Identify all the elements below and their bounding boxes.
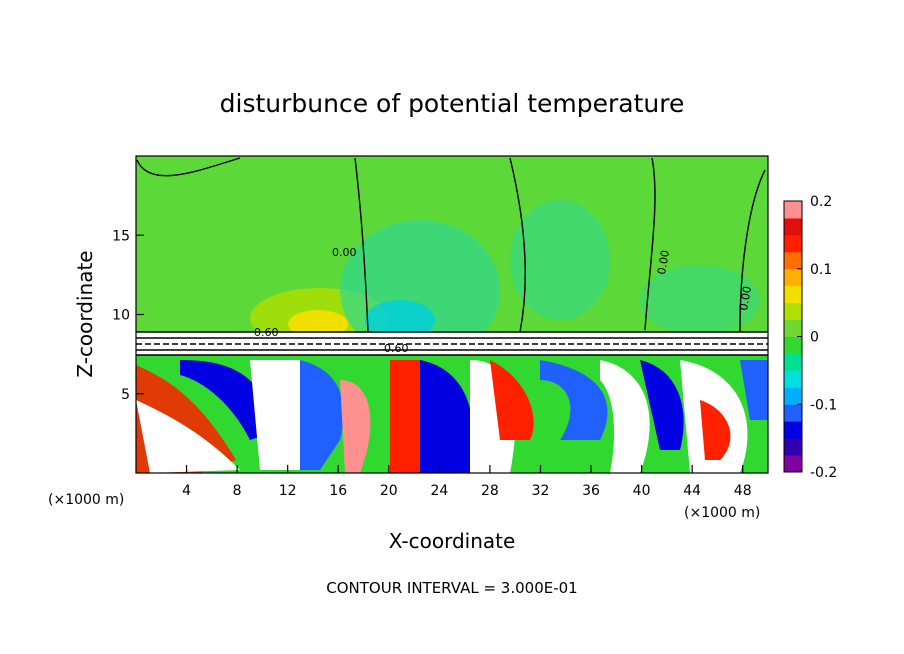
x-tick-label: 16 xyxy=(329,483,347,499)
eddy xyxy=(390,360,420,473)
eddy xyxy=(640,360,684,450)
colorbar-swatch xyxy=(784,421,802,439)
contour-labels: 0.00 0.60 0.60 0.00 0.00 xyxy=(254,246,754,355)
x-tick-label: 12 xyxy=(279,483,297,499)
colorbar-swatch xyxy=(784,268,802,287)
cool-blob xyxy=(510,200,610,320)
x-tick-label: 40 xyxy=(633,483,651,499)
contour-line xyxy=(136,157,241,177)
colorbar-tick-label: -0.2 xyxy=(810,465,837,481)
eddy xyxy=(740,360,768,420)
contour-line xyxy=(644,157,656,331)
contour-line xyxy=(509,157,526,333)
x-axis-ticks: 4 8 12 16 20 24 28 32 36 40 44 48 xyxy=(182,465,752,499)
x-unit-label-left: (×1000 m) xyxy=(48,492,124,508)
warm-core xyxy=(288,310,348,338)
x-tick-label: 28 xyxy=(481,483,499,499)
x-tick-label: 44 xyxy=(683,483,701,499)
colorbar-swatch xyxy=(784,201,802,219)
x-tick-label: 8 xyxy=(233,483,242,499)
contour-label: 0.00 xyxy=(737,285,754,311)
colorbar-tick-label: -0.1 xyxy=(810,397,837,413)
eddy xyxy=(136,400,240,473)
contour-lines xyxy=(136,157,768,356)
x-tick-label: 4 xyxy=(182,483,191,499)
colorbar-swatch xyxy=(784,217,802,236)
contour-line xyxy=(739,169,766,333)
colorbar-swatch xyxy=(784,251,802,270)
heatmap-field xyxy=(136,156,768,473)
eddy xyxy=(490,360,534,440)
colorbar-tick-label: 0 xyxy=(810,330,819,346)
y-tick-label: 10 xyxy=(112,308,130,324)
x-tick-label: 24 xyxy=(430,483,448,499)
x-axis-label: X-coordinate xyxy=(389,529,516,553)
colorbar-swatch xyxy=(784,404,802,422)
x-tick-label: 36 xyxy=(582,483,600,499)
eddy xyxy=(340,380,371,473)
y-tick-label: 15 xyxy=(112,228,130,244)
x-tick-label: 32 xyxy=(532,483,550,499)
colorbar-swatch xyxy=(784,455,802,473)
eddy xyxy=(540,360,608,440)
colorbar-swatch xyxy=(784,234,802,253)
y-tick-label: 5 xyxy=(121,387,130,403)
colorbar-tick-label: 0.2 xyxy=(810,194,832,210)
contour-line xyxy=(354,157,369,333)
contour-label: 0.60 xyxy=(254,326,279,339)
colorbar-swatch xyxy=(784,370,802,388)
colorbar-ticks: 0.2 0.1 0 -0.1 -0.2 xyxy=(797,194,837,481)
colorbar-swatch xyxy=(784,336,802,354)
x-tick-label: 20 xyxy=(380,483,398,499)
contour-label: 0.00 xyxy=(655,249,672,275)
contour-label: 0.60 xyxy=(384,342,409,355)
eddy xyxy=(700,400,731,460)
eddy xyxy=(600,360,650,473)
colorbar-tick-label: 0.1 xyxy=(810,262,832,278)
x-tick-label: 48 xyxy=(734,483,752,499)
colorbar-swatch xyxy=(784,438,802,456)
eddy xyxy=(180,360,280,440)
eddy xyxy=(420,360,474,473)
colorbar xyxy=(784,201,802,473)
contour-label: 0.00 xyxy=(332,246,357,259)
colorbar-swatch xyxy=(784,319,802,337)
x-unit-label-right: (×1000 m) xyxy=(684,505,760,521)
eddy xyxy=(250,360,300,470)
colorbar-swatch xyxy=(784,387,802,405)
chart-title: disturbunce of potential temperature xyxy=(220,89,685,118)
cool-core xyxy=(365,300,435,340)
y-axis-ticks: 5 10 15 xyxy=(112,228,144,403)
cool-blob xyxy=(640,265,760,335)
colorbar-swatch xyxy=(784,285,802,304)
colorbar-swatch xyxy=(784,302,802,321)
contour-interval-note: CONTOUR INTERVAL = 3.000E-01 xyxy=(326,579,577,597)
colorbar-swatch xyxy=(784,353,802,371)
y-axis-label: Z-coordinate xyxy=(73,250,97,377)
eddy xyxy=(300,360,344,470)
